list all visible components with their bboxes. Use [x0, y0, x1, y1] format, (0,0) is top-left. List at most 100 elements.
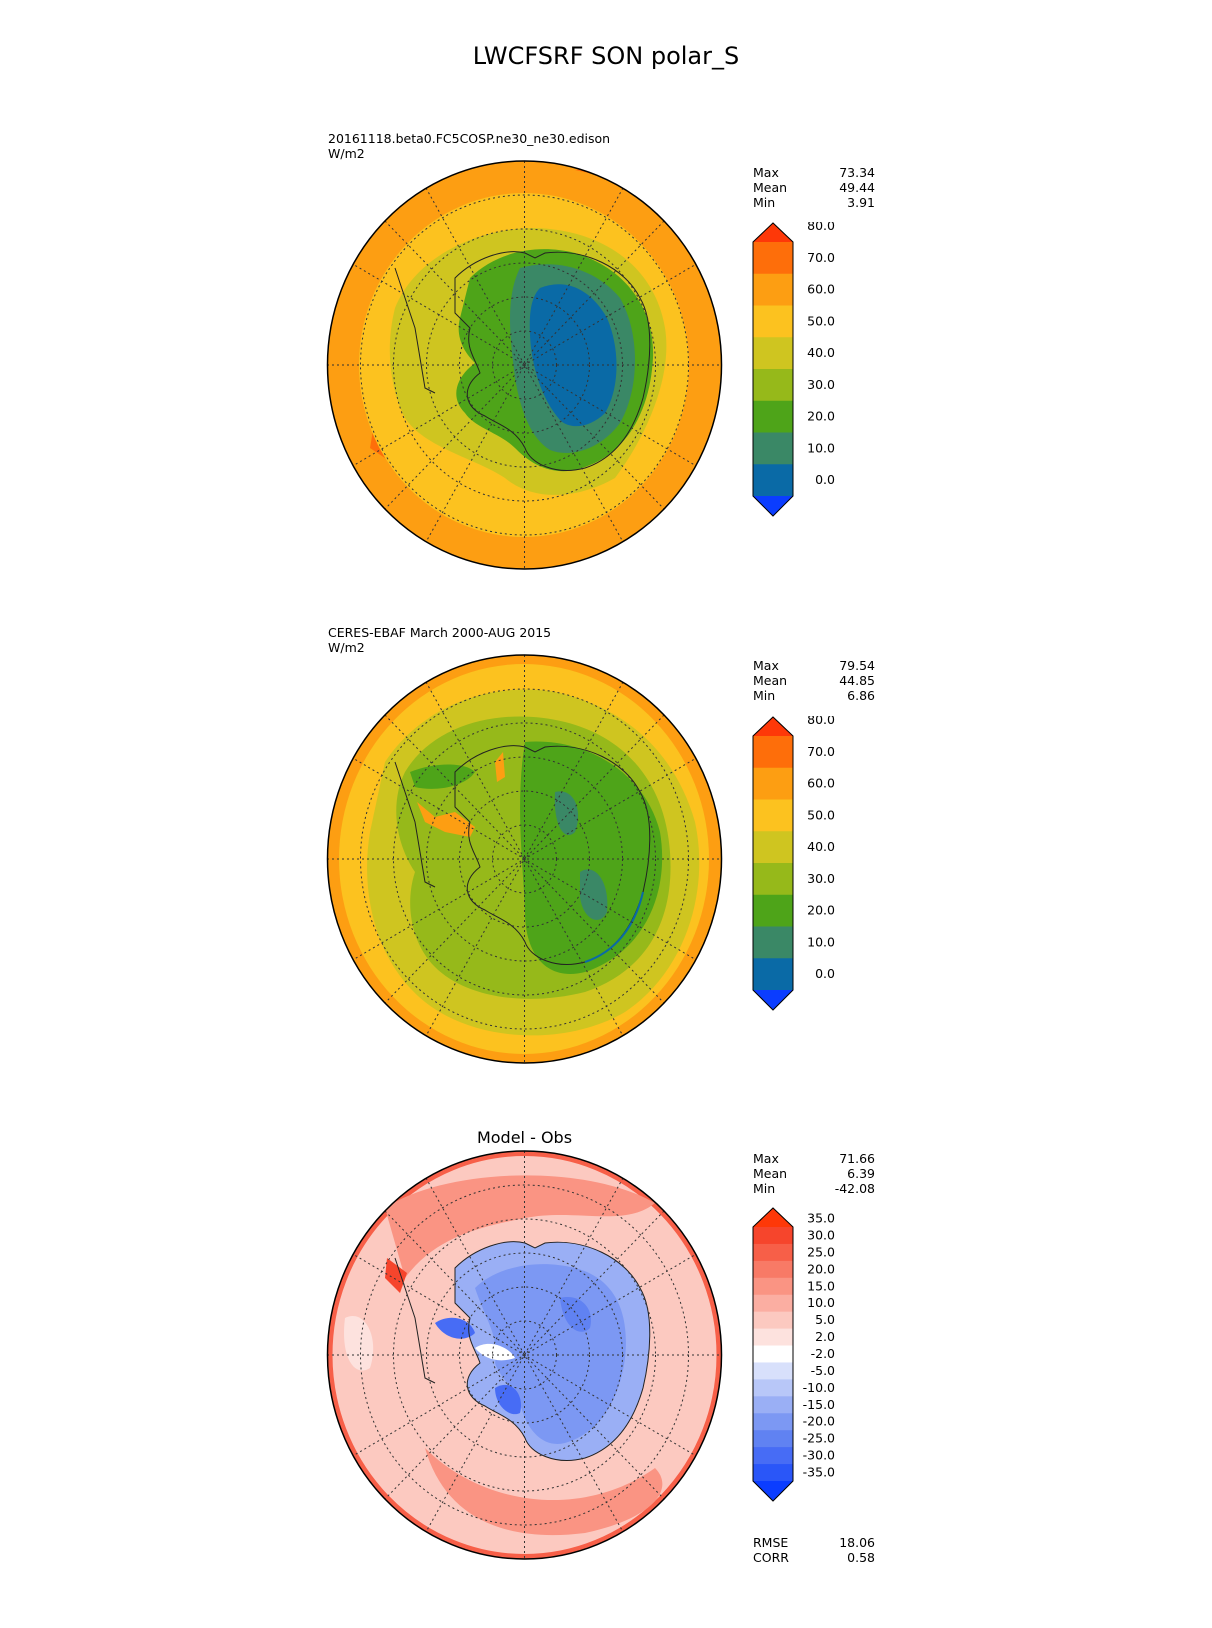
- units-label: W/m2: [328, 640, 365, 655]
- colorbar-bin: [753, 273, 793, 306]
- colorbar-test: 0.0 10.0 20.0 30.0 40.0 50.0 60.0 70.0 80.0: [752, 222, 835, 517]
- stat-label: Mean: [753, 1166, 788, 1181]
- colorbar-tick-label: 0.0: [815, 472, 835, 487]
- stats-box: Max 71.66 Mean 6.39 Min -42.08: [753, 1151, 875, 1196]
- metric-label: RMSE: [753, 1535, 789, 1550]
- stat-label: Min: [753, 195, 776, 210]
- stat-max-value: 73.34: [839, 165, 875, 180]
- colorbar-tick-label: -15.0: [803, 1397, 835, 1412]
- stat-label: Max: [753, 1151, 779, 1166]
- colorbar-tick-label: -25.0: [803, 1431, 835, 1446]
- metric-label: CORR: [753, 1550, 789, 1565]
- colorbar-extend-min: [753, 1481, 793, 1501]
- stat-mean-value: 44.85: [839, 673, 875, 688]
- stats-box: Max 73.34 Mean 49.44 Min 3.91: [753, 165, 875, 210]
- corr-value: 0.58: [847, 1550, 875, 1565]
- colorbar-tick-label: -10.0: [803, 1380, 835, 1395]
- colorbar-bin: [753, 926, 793, 959]
- stat-min-value: 6.86: [847, 688, 875, 703]
- colorbar-tick-label: 20.0: [807, 903, 835, 918]
- stat-label: Min: [753, 688, 776, 703]
- colorbar-tick-label: 70.0: [807, 250, 835, 265]
- diff-plot-title: Model - Obs: [476, 1128, 573, 1147]
- stat-mean-value: 6.39: [847, 1166, 875, 1181]
- colorbar-bin: [753, 863, 793, 896]
- colorbar-outline: [752, 716, 794, 1011]
- units-label: W/m2: [328, 146, 365, 161]
- colorbar-tick-label: -5.0: [811, 1363, 835, 1378]
- colorbar-tick-label: 20.0: [807, 409, 835, 424]
- colorbar-bin: [753, 1396, 793, 1414]
- colorbar-bin: [753, 894, 793, 927]
- colorbar-tick-label: 50.0: [807, 807, 835, 822]
- colorbar-tick-label: 80.0: [807, 222, 835, 233]
- colorbar-bin: [753, 1464, 793, 1482]
- colorbar-tick-label: 25.0: [807, 1244, 835, 1259]
- colorbar-bin: [753, 1345, 793, 1363]
- stat-min-value: -42.08: [834, 1181, 875, 1196]
- colorbar-outline: [752, 1207, 794, 1502]
- colorbar-tick-label: 30.0: [807, 1227, 835, 1242]
- colorbar-bin: [753, 1294, 793, 1313]
- colorbar-bin: [753, 1260, 793, 1279]
- stat-max-value: 79.54: [839, 658, 875, 673]
- metrics-box: RMSE 18.06 CORR 0.58: [753, 1535, 875, 1565]
- colorbar-bin: [753, 305, 793, 338]
- colorbar-tick-label: 5.0: [815, 1312, 835, 1327]
- colorbar-bin: [753, 831, 793, 864]
- colorbar-bin: [753, 1430, 793, 1448]
- polar-map-difference: [326, 1150, 723, 1560]
- stat-mean-value: 49.44: [839, 180, 875, 195]
- colorbar-bin: [753, 1311, 793, 1330]
- colorbar-bin: [753, 369, 793, 402]
- stat-label: Min: [753, 1181, 776, 1196]
- colorbar-extend-max: [753, 717, 793, 736]
- panel-header: CERES-EBAF March 2000-AUG 2015 W/m2: [328, 625, 551, 655]
- colorbar-bin: [753, 1447, 793, 1465]
- colorbar-tick-label: 10.0: [807, 1295, 835, 1310]
- colorbar-difference: -35.0 -30.0 -25.0 -20.0 -15.0 -10.0 -5.0 -2.0 2.…: [752, 1207, 835, 1502]
- colorbar-extend-max: [753, 223, 793, 242]
- colorbar-extend-max: [753, 1208, 793, 1227]
- colorbar-tick-label: 40.0: [807, 839, 835, 854]
- colorbar-reference: 0.0 10.0 20.0 30.0 40.0 50.0 60.0 70.0 80.0: [752, 716, 835, 1011]
- colorbar-bin: [753, 1362, 793, 1380]
- polar-map-reference: [326, 654, 723, 1064]
- colorbar-bin: [753, 400, 793, 433]
- colorbar-extend-min: [753, 990, 793, 1010]
- colorbar-bin: [753, 1227, 793, 1245]
- colorbar-bin: [753, 464, 793, 497]
- colorbar-bin: [753, 242, 793, 275]
- colorbar-tick-label: 60.0: [807, 776, 835, 791]
- colorbar-tick-label: 70.0: [807, 744, 835, 759]
- colorbar-tick-label: -30.0: [803, 1448, 835, 1463]
- stat-label: Mean: [753, 673, 788, 688]
- colorbar-tick-label: 20.0: [807, 1261, 835, 1276]
- stats-box: Max 79.54 Mean 44.85 Min 6.86: [753, 658, 875, 703]
- panel-header: 20161118.beta0.FC5COSP.ne30_ne30.edison …: [328, 131, 610, 161]
- case-name: 20161118.beta0.FC5COSP.ne30_ne30.edison: [328, 131, 611, 146]
- colorbar-bin: [753, 337, 793, 370]
- colorbar-tick-label: 0.0: [815, 966, 835, 981]
- colorbar-bin: [753, 1379, 793, 1397]
- colorbar-tick-label: 15.0: [807, 1278, 835, 1293]
- colorbar-bin: [753, 767, 793, 800]
- colorbar-bin: [753, 1243, 793, 1262]
- stat-min-value: 3.91: [847, 195, 875, 210]
- colorbar-bin: [753, 1413, 793, 1431]
- colorbar-bin: [753, 1328, 793, 1347]
- colorbar-bin: [753, 958, 793, 991]
- colorbar-tick-label: 80.0: [807, 716, 835, 727]
- figure-title: LWCFSRF SON polar_S: [472, 42, 740, 70]
- colorbar-bin: [753, 1277, 793, 1296]
- colorbar-tick-label: 35.0: [807, 1211, 835, 1226]
- case-name: CERES-EBAF March 2000-AUG 2015: [328, 625, 552, 640]
- colorbar-bin: [753, 432, 793, 465]
- stat-label: Max: [753, 658, 779, 673]
- colorbar-tick-label: -2.0: [811, 1346, 835, 1361]
- colorbar-tick-label: 30.0: [807, 377, 835, 392]
- colorbar-outline: [752, 222, 794, 517]
- stat-max-value: 71.66: [839, 1151, 875, 1166]
- stat-label: Max: [753, 165, 779, 180]
- colorbar-tick-label: -35.0: [803, 1465, 835, 1480]
